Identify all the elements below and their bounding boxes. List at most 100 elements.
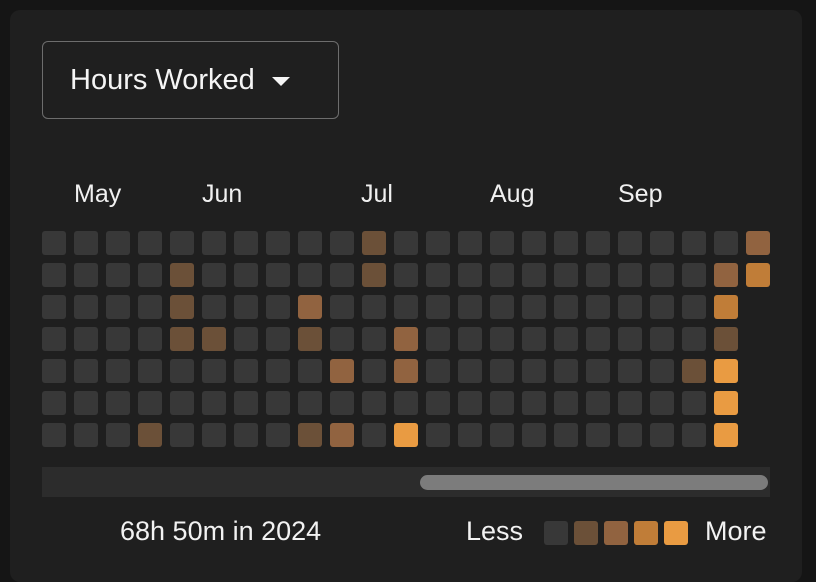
heatmap-cell[interactable] [362, 359, 386, 383]
heatmap-cell[interactable] [106, 359, 130, 383]
heatmap-cell[interactable] [298, 231, 322, 255]
heatmap-cell[interactable] [138, 295, 162, 319]
heatmap-cell[interactable] [202, 295, 226, 319]
heatmap-cell[interactable] [298, 391, 322, 415]
heatmap-cell[interactable] [138, 391, 162, 415]
heatmap-cell[interactable] [170, 231, 194, 255]
heatmap-cell[interactable] [586, 359, 610, 383]
heatmap-cell[interactable] [106, 423, 130, 447]
heatmap-cell[interactable] [266, 263, 290, 287]
heatmap-cell[interactable] [394, 263, 418, 287]
heatmap-cell[interactable] [138, 231, 162, 255]
heatmap-cell[interactable] [74, 359, 98, 383]
heatmap-cell[interactable] [266, 327, 290, 351]
heatmap-cell[interactable] [714, 295, 738, 319]
heatmap-cell[interactable] [586, 391, 610, 415]
heatmap-cell[interactable] [554, 231, 578, 255]
heatmap-cell[interactable] [426, 231, 450, 255]
heatmap-cell[interactable] [362, 231, 386, 255]
heatmap-cell[interactable] [522, 263, 546, 287]
heatmap-cell[interactable] [202, 359, 226, 383]
heatmap-cell[interactable] [554, 327, 578, 351]
heatmap-cell[interactable] [682, 327, 706, 351]
heatmap-cell[interactable] [298, 359, 322, 383]
heatmap-cell[interactable] [490, 359, 514, 383]
heatmap-cell[interactable] [106, 263, 130, 287]
heatmap-cell[interactable] [714, 391, 738, 415]
heatmap-cell[interactable] [266, 391, 290, 415]
heatmap-cell[interactable] [202, 423, 226, 447]
heatmap-cell[interactable] [426, 391, 450, 415]
heatmap-cell[interactable] [266, 423, 290, 447]
heatmap-cell[interactable] [682, 295, 706, 319]
horizontal-scrollbar[interactable] [42, 467, 770, 497]
heatmap-cell[interactable] [650, 327, 674, 351]
heatmap-cell[interactable] [714, 263, 738, 287]
heatmap-cell[interactable] [650, 231, 674, 255]
heatmap-cell[interactable] [42, 391, 66, 415]
heatmap-cell[interactable] [458, 391, 482, 415]
heatmap-cell[interactable] [618, 391, 642, 415]
heatmap-cell[interactable] [330, 327, 354, 351]
heatmap-cell[interactable] [74, 231, 98, 255]
heatmap-cell[interactable] [202, 231, 226, 255]
heatmap-cell[interactable] [170, 391, 194, 415]
heatmap-cell[interactable] [586, 263, 610, 287]
heatmap-cell[interactable] [266, 295, 290, 319]
heatmap-cell[interactable] [650, 391, 674, 415]
heatmap-cell[interactable] [234, 391, 258, 415]
heatmap-cell[interactable] [586, 231, 610, 255]
heatmap-cell[interactable] [618, 327, 642, 351]
heatmap-cell[interactable] [554, 359, 578, 383]
heatmap-cell[interactable] [330, 231, 354, 255]
heatmap-cell[interactable] [138, 423, 162, 447]
heatmap-cell[interactable] [394, 359, 418, 383]
heatmap-cell[interactable] [170, 359, 194, 383]
heatmap-cell[interactable] [522, 391, 546, 415]
heatmap-cell[interactable] [522, 359, 546, 383]
heatmap-cell[interactable] [554, 391, 578, 415]
heatmap-cell[interactable] [42, 423, 66, 447]
heatmap-cell[interactable] [458, 327, 482, 351]
heatmap-cell[interactable] [458, 423, 482, 447]
heatmap-cell[interactable] [426, 327, 450, 351]
heatmap-cell[interactable] [490, 391, 514, 415]
heatmap-cell[interactable] [586, 295, 610, 319]
heatmap-cell[interactable] [42, 359, 66, 383]
heatmap-cell[interactable] [298, 263, 322, 287]
heatmap-cell[interactable] [106, 327, 130, 351]
heatmap-cell[interactable] [106, 231, 130, 255]
heatmap-cell[interactable] [618, 263, 642, 287]
heatmap-cell[interactable] [234, 327, 258, 351]
heatmap-cell[interactable] [522, 327, 546, 351]
heatmap-cell[interactable] [746, 231, 770, 255]
heatmap-cell[interactable] [554, 295, 578, 319]
heatmap-cell[interactable] [714, 327, 738, 351]
heatmap-cell[interactable] [746, 263, 770, 287]
heatmap-cell[interactable] [202, 327, 226, 351]
heatmap-cell[interactable] [554, 423, 578, 447]
heatmap-cell[interactable] [490, 327, 514, 351]
heatmap-cell[interactable] [42, 327, 66, 351]
heatmap-cell[interactable] [170, 263, 194, 287]
heatmap-cell[interactable] [394, 295, 418, 319]
heatmap-cell[interactable] [426, 359, 450, 383]
heatmap-cell[interactable] [522, 423, 546, 447]
heatmap-cell[interactable] [618, 231, 642, 255]
heatmap-cell[interactable] [490, 423, 514, 447]
heatmap-cell[interactable] [458, 295, 482, 319]
heatmap-cell[interactable] [330, 391, 354, 415]
heatmap-cell[interactable] [74, 263, 98, 287]
heatmap-cell[interactable] [330, 423, 354, 447]
heatmap-cell[interactable] [106, 295, 130, 319]
heatmap-cell[interactable] [74, 327, 98, 351]
heatmap-cell[interactable] [618, 359, 642, 383]
heatmap-cell[interactable] [266, 359, 290, 383]
heatmap-cell[interactable] [586, 327, 610, 351]
heatmap-cell[interactable] [202, 391, 226, 415]
heatmap-cell[interactable] [682, 231, 706, 255]
heatmap-cell[interactable] [42, 263, 66, 287]
heatmap-cell[interactable] [234, 423, 258, 447]
heatmap-cell[interactable] [682, 263, 706, 287]
heatmap-cell[interactable] [426, 295, 450, 319]
